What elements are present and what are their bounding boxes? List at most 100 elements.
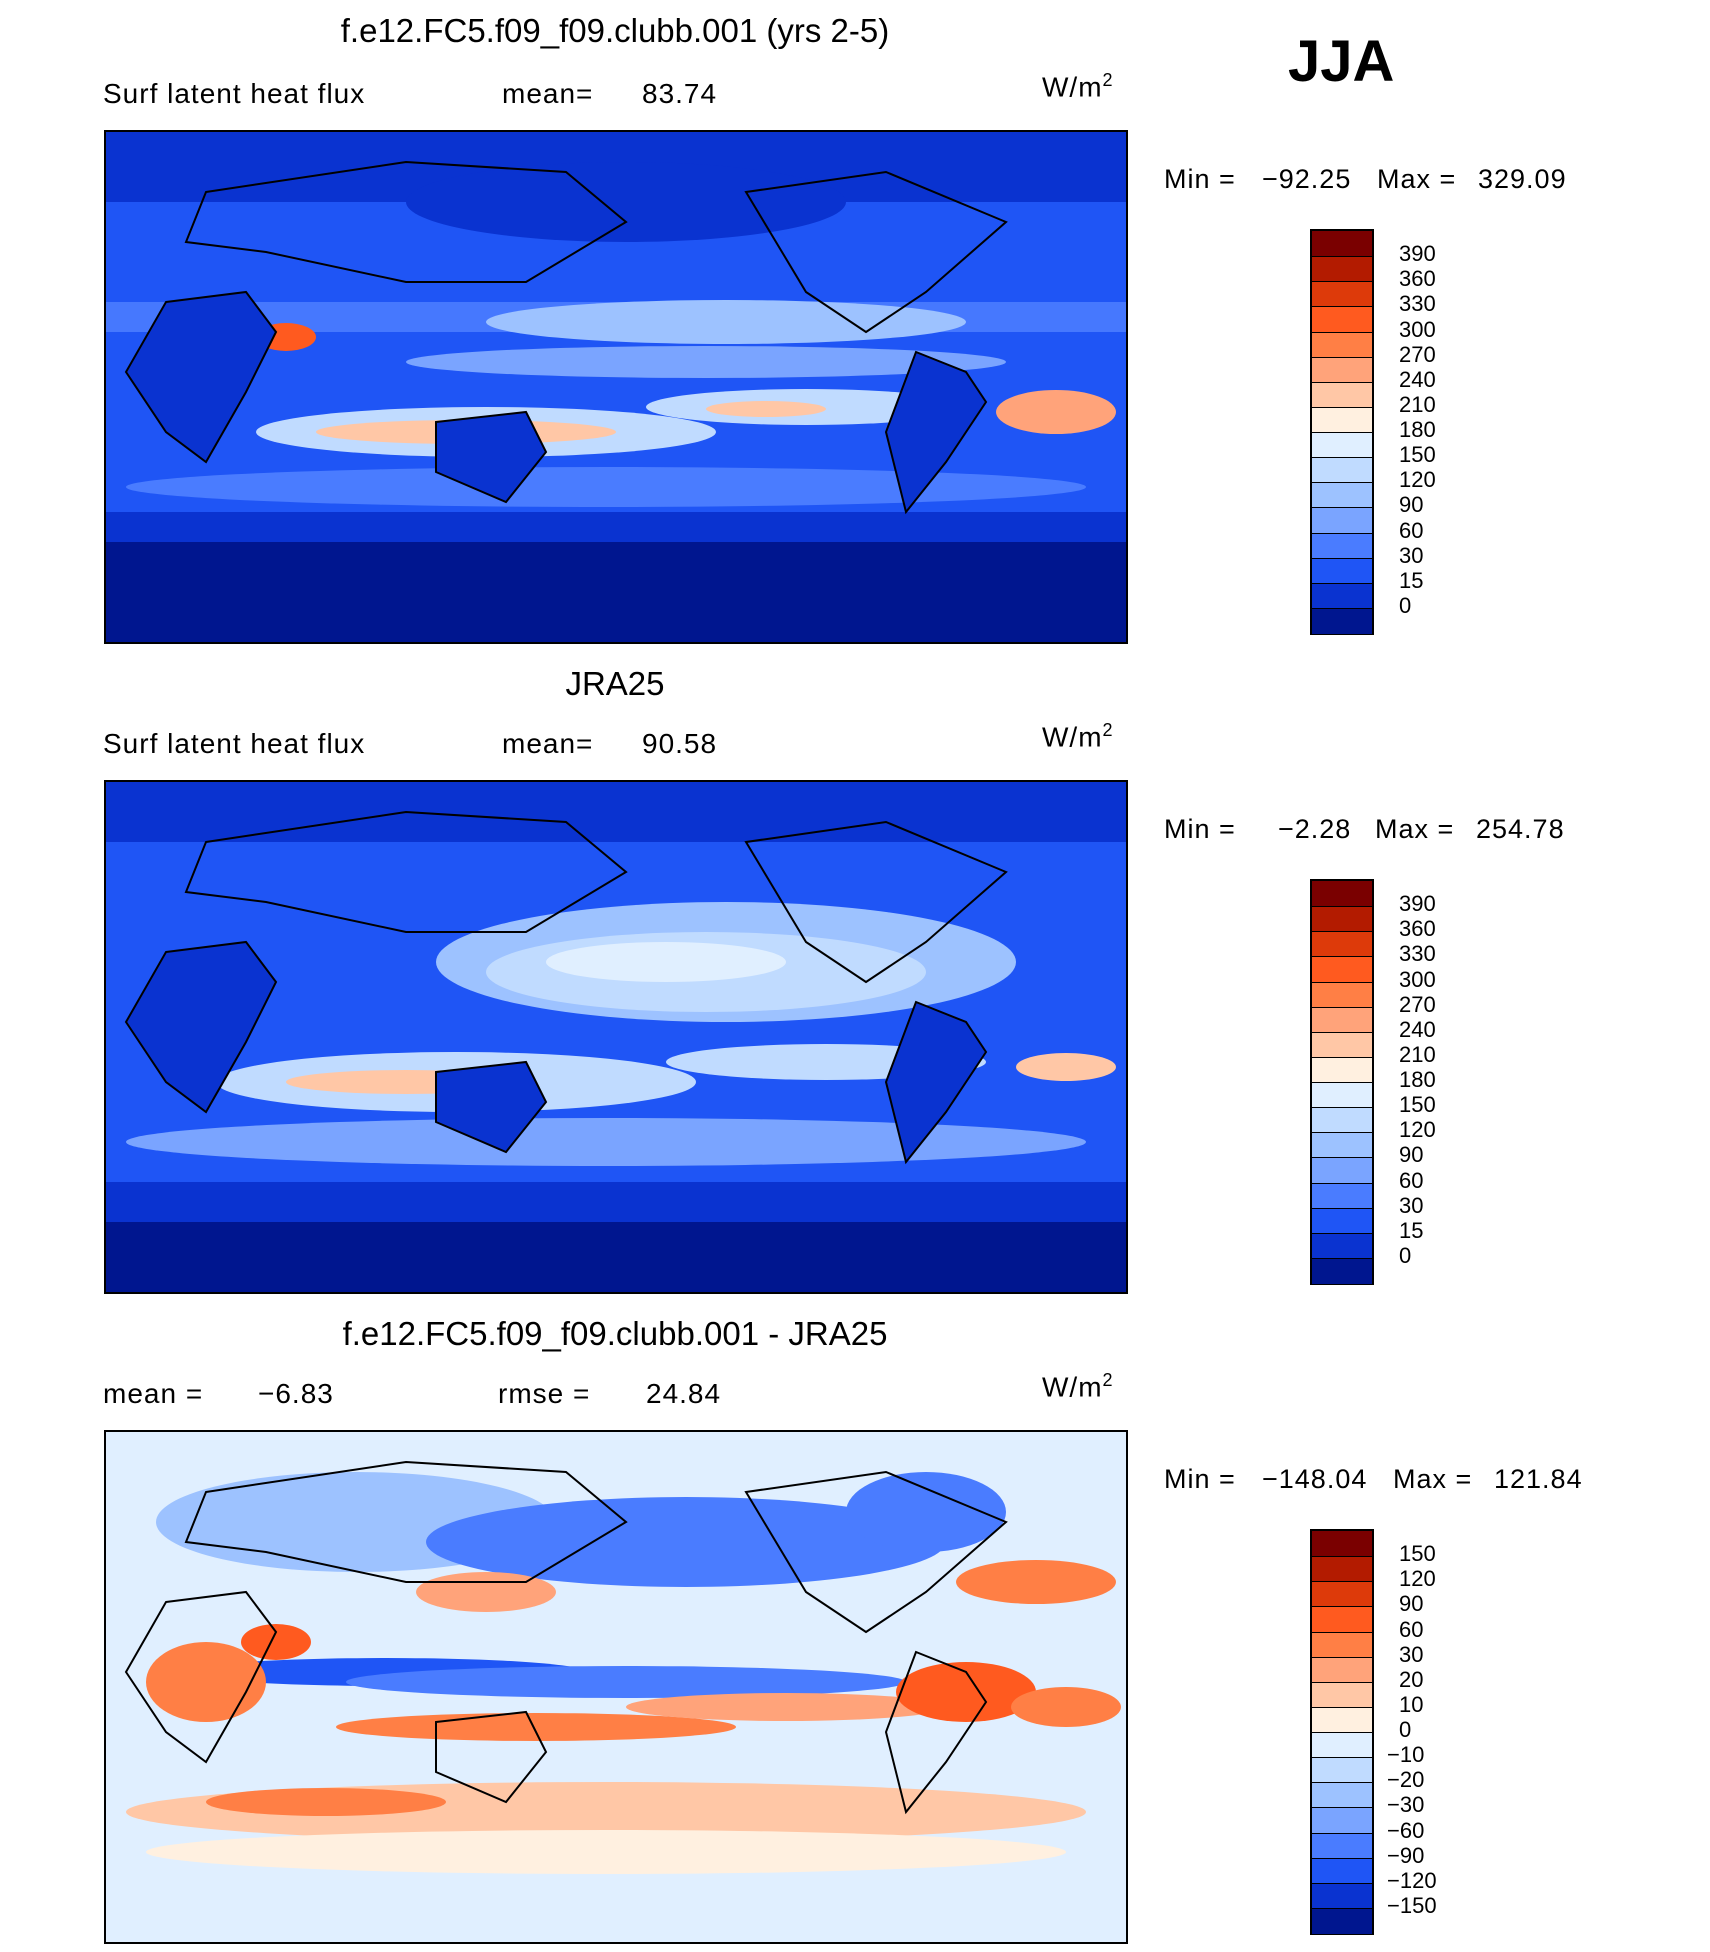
panel-1-units: W/m2 — [1042, 70, 1114, 103]
colorbar-tick-label: 300 — [1399, 316, 1436, 342]
colorbar-tick-label: 90 — [1399, 1142, 1424, 1168]
colorbar-tick-label: 60 — [1399, 517, 1424, 543]
panel-2-colorbar-labels: 390 360 330 300 270 240 210 180 150 120 90 60 30 15 0 — [1387, 879, 1487, 1285]
colorbar-tick-label: 210 — [1399, 391, 1436, 417]
colorbar-cell — [1312, 1232, 1372, 1259]
colorbar-tick-label: 60 — [1399, 1616, 1424, 1642]
colorbar-tick-label: 0 — [1399, 1242, 1412, 1268]
colorbar-cell — [1312, 281, 1372, 308]
colorbar-cell — [1312, 1882, 1372, 1909]
colorbar-tick-label: −120 — [1387, 1867, 1437, 1893]
colorbar-cell — [1312, 1257, 1372, 1284]
colorbar-tick-label: 360 — [1399, 266, 1436, 292]
panel-1-min-label: Min = — [1164, 164, 1236, 194]
colorbar-tick-label: 120 — [1399, 1117, 1436, 1143]
colorbar-tick-label: 390 — [1399, 241, 1436, 267]
colorbar-tick-label: 90 — [1399, 1591, 1424, 1617]
colorbar-tick-label: 270 — [1399, 991, 1436, 1017]
colorbar-cell — [1312, 331, 1372, 358]
colorbar-tick-label: 30 — [1399, 542, 1424, 568]
colorbar-cell — [1312, 231, 1372, 257]
colorbar-tick-label: 210 — [1399, 1041, 1436, 1067]
colorbar-tick-label: 15 — [1399, 567, 1424, 593]
colorbar-tick-label: 240 — [1399, 1016, 1436, 1042]
colorbar-tick-label: 360 — [1399, 916, 1436, 942]
panel-3-max-value: 121.84 — [1494, 1464, 1583, 1494]
panel-1-title: f.e12.FC5.f09_f09.clubb.001 (yrs 2-5) — [340, 12, 890, 49]
panel-1-variable-label: Surf latent heat flux — [103, 78, 366, 109]
colorbar-tick-label: 150 — [1399, 442, 1436, 468]
panel-3-units-sup: 2 — [1102, 1370, 1114, 1390]
colorbar-cell — [1312, 1056, 1372, 1083]
panel-3-units-base: W/m — [1042, 1371, 1103, 1403]
panel-2-map-svg — [106, 782, 1126, 1292]
panel-3-map — [104, 1430, 1128, 1944]
panel-1-max-label: Max = — [1377, 164, 1457, 194]
colorbar-cell — [1312, 956, 1372, 983]
colorbar-tick-label: 15 — [1399, 1217, 1424, 1243]
colorbar-cell — [1312, 306, 1372, 333]
season-label: JJA — [1288, 29, 1395, 94]
colorbar-cell — [1312, 1732, 1372, 1759]
colorbar-cell — [1312, 557, 1372, 584]
panel-3-rmse-label: rmse = — [498, 1378, 591, 1409]
colorbar-cell — [1312, 381, 1372, 408]
panel-2-map — [104, 780, 1128, 1294]
panel-1-units-base: W/m — [1042, 71, 1103, 103]
panel-2-colorbar — [1310, 879, 1374, 1285]
colorbar-cell — [1312, 1207, 1372, 1234]
colorbar-cell — [1312, 1031, 1372, 1058]
colorbar-cell — [1312, 457, 1372, 484]
colorbar-tick-label: 30 — [1399, 1641, 1424, 1667]
panel-2-max-label: Max = — [1375, 814, 1455, 844]
colorbar-cell — [1312, 432, 1372, 459]
colorbar-tick-label: 180 — [1399, 417, 1436, 442]
colorbar-cell — [1312, 1857, 1372, 1884]
colorbar-tick-label: 240 — [1399, 366, 1436, 392]
colorbar-tick-label: 330 — [1399, 941, 1436, 967]
panel-3-map-svg — [106, 1432, 1126, 1942]
panel-1-units-sup: 2 — [1102, 70, 1114, 90]
colorbar-cell — [1312, 1132, 1372, 1159]
panel-3-max-label: Max = — [1393, 1464, 1473, 1494]
colorbar-cell — [1312, 1556, 1372, 1583]
colorbar-tick-label: −10 — [1387, 1742, 1425, 1768]
colorbar-cell — [1312, 1807, 1372, 1834]
panel-3-colorbar — [1310, 1529, 1374, 1935]
colorbar-tick-label: 300 — [1399, 966, 1436, 992]
colorbar-tick-label: −150 — [1387, 1892, 1437, 1918]
colorbar-cell — [1312, 1006, 1372, 1033]
panel-1-colorbar — [1310, 229, 1374, 635]
colorbar-cell — [1312, 482, 1372, 509]
panel-2-mean-value: 90.58 — [642, 728, 718, 759]
colorbar-cell — [1312, 981, 1372, 1008]
panel-3-mean-value: −6.83 — [258, 1378, 334, 1409]
panel-3-min-label: Min = — [1164, 1464, 1236, 1494]
colorbar-cell — [1312, 1907, 1372, 1934]
colorbar-tick-label: 390 — [1399, 891, 1436, 917]
panel-2-title: JRA25 — [565, 665, 665, 702]
colorbar-cell — [1312, 1656, 1372, 1683]
colorbar-cell — [1312, 1606, 1372, 1633]
colorbar-cell — [1312, 1182, 1372, 1209]
panel-2-min-label: Min = — [1164, 814, 1236, 844]
colorbar-cell — [1312, 532, 1372, 559]
panel-2-units: W/m2 — [1042, 720, 1114, 753]
colorbar-tick-label: −60 — [1387, 1817, 1425, 1843]
colorbar-cell — [1312, 356, 1372, 383]
colorbar-cell — [1312, 607, 1372, 634]
colorbar-cell — [1312, 406, 1372, 433]
colorbar-cell — [1312, 1706, 1372, 1733]
panel-2-variable-label: Surf latent heat flux — [103, 728, 366, 759]
colorbar-cell — [1312, 1832, 1372, 1859]
colorbar-cell — [1312, 256, 1372, 283]
colorbar-tick-label: 0 — [1399, 1717, 1412, 1742]
colorbar-cell — [1312, 1757, 1372, 1784]
colorbar-tick-label: 20 — [1399, 1666, 1424, 1692]
colorbar-tick-label: −20 — [1387, 1767, 1425, 1793]
panel-1-min-value: −92.25 — [1262, 164, 1352, 194]
colorbar-tick-label: 150 — [1399, 1541, 1436, 1567]
colorbar-cell — [1312, 1082, 1372, 1109]
colorbar-cell — [1312, 906, 1372, 933]
colorbar-tick-label: 150 — [1399, 1092, 1436, 1118]
